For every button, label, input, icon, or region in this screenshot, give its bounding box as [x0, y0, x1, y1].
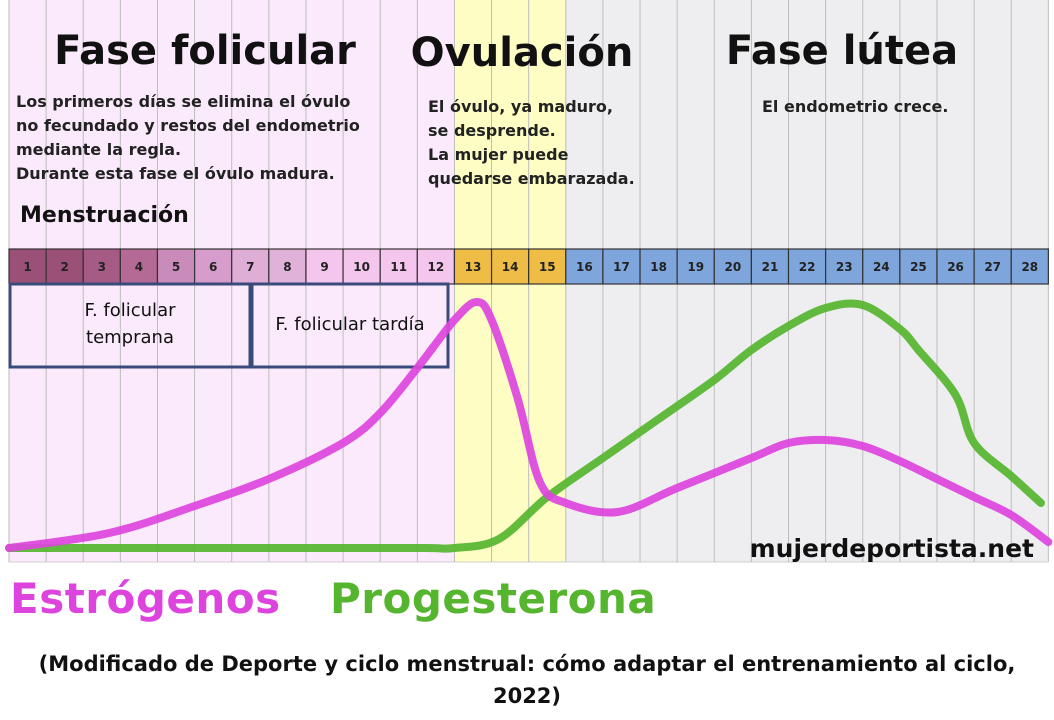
- follicular-desc-line: no fecundado y restos del endometrio: [16, 116, 360, 135]
- day-cell: [268, 248, 307, 285]
- day-cell: [602, 248, 641, 285]
- day-label: 27: [984, 260, 1001, 274]
- day-label: 16: [576, 260, 593, 274]
- phase-title-ovulation: Ovulación: [411, 30, 634, 76]
- day-label: 13: [465, 260, 482, 274]
- caption-line: 2022): [492, 684, 562, 708]
- day-label: 19: [687, 260, 704, 274]
- subphase-boxes: F. folicular temprana F. folicular tardí…: [8, 282, 450, 369]
- follicular-desc-line: mediante la regla.: [16, 140, 181, 159]
- day-label: 11: [390, 260, 407, 274]
- phase-descriptions: Los primeros días se elimina el óvulo no…: [16, 92, 948, 228]
- day-cell: [862, 248, 901, 285]
- day-cell: [453, 248, 493, 285]
- day-label: 20: [724, 260, 741, 274]
- day-cell: [342, 248, 381, 285]
- subphase-early-box: [8, 282, 252, 369]
- subphase-early-label: F. folicular: [85, 300, 177, 321]
- day-label: 7: [246, 260, 254, 274]
- day-label: 24: [873, 260, 890, 274]
- follicular-desc-line: Durante esta fase el óvulo madura.: [16, 164, 335, 183]
- day-cell: [639, 248, 678, 285]
- day-cell: [119, 248, 159, 285]
- day-label: 23: [836, 260, 853, 274]
- day-cell: [787, 248, 827, 285]
- day-label: 2: [61, 260, 69, 274]
- subphase-early-label: temprana: [86, 327, 174, 348]
- legend-progesterone: Progesterona: [330, 574, 657, 623]
- day-label: 10: [353, 260, 370, 274]
- legend-estrogen: Estrógenos: [10, 574, 281, 623]
- series-estrogen-line: [5, 298, 1053, 552]
- day-cell: [565, 248, 604, 285]
- day-label: 14: [502, 260, 519, 274]
- hormone-curves: [5, 298, 1053, 553]
- day-cell: [231, 248, 270, 285]
- ovulation-desc-line: quedarse embarazada.: [428, 169, 635, 188]
- ovulation-desc-line: se desprende.: [428, 121, 556, 140]
- day-label: 8: [283, 260, 291, 274]
- day-cell: [1010, 248, 1049, 285]
- day-label: 12: [428, 260, 445, 274]
- day-label: 3: [98, 260, 106, 274]
- day-cell: [825, 248, 864, 285]
- day-label: 15: [539, 260, 556, 274]
- day-label: 1: [23, 260, 31, 274]
- menstrual-cycle-chart: Fase folicular Ovulación Fase lútea Los …: [5, 0, 1053, 563]
- caption-line: (Modificado de Deporte y ciclo menstrual…: [38, 652, 1016, 676]
- day-cell: [8, 248, 47, 285]
- day-label: 18: [650, 260, 667, 274]
- day-label: 17: [613, 260, 630, 274]
- follicular-desc-line: Los primeros días se elimina el óvulo: [16, 92, 350, 111]
- day-label: 5: [172, 260, 180, 274]
- day-label: 22: [799, 260, 816, 274]
- phase-title-luteal: Fase lútea: [726, 28, 958, 74]
- menstruation-label: Menstruación: [20, 203, 189, 228]
- day-label: 21: [762, 260, 779, 274]
- day-cell: [936, 248, 975, 285]
- ovulation-desc-line: El óvulo, ya maduro,: [428, 97, 613, 116]
- day-label: 28: [1021, 260, 1038, 274]
- subphase-late-label: F. folicular tardía: [275, 314, 424, 335]
- day-cell: [194, 248, 233, 285]
- day-strip: 1 2 3 4 5 6 7 8 9 10 11 12 13 14 15 16 17 18 19 20 21 22 23 24 2…: [8, 248, 1049, 285]
- day-label: 4: [135, 260, 143, 274]
- luteal-desc-line: El endometrio crece.: [762, 97, 948, 116]
- series-progesterone-line: [5, 299, 1045, 553]
- phase-title-follicular: Fase folicular: [54, 28, 356, 74]
- day-label: 6: [209, 260, 217, 274]
- day-label: 25: [910, 260, 927, 274]
- figure-caption: (Modificado de Deporte y ciclo menstrual…: [0, 648, 1054, 712]
- phase-titles: Fase folicular Ovulación Fase lútea: [54, 28, 958, 76]
- watermark: mujerdeportista.net: [750, 534, 1034, 563]
- ovulation-desc-line: La mujer puede: [428, 145, 569, 164]
- day-label: 9: [320, 260, 328, 274]
- day-cell: [490, 248, 530, 285]
- day-label: 26: [947, 260, 964, 274]
- day-cell: [305, 248, 344, 285]
- day-cell: [82, 248, 121, 285]
- day-cell: [713, 248, 753, 285]
